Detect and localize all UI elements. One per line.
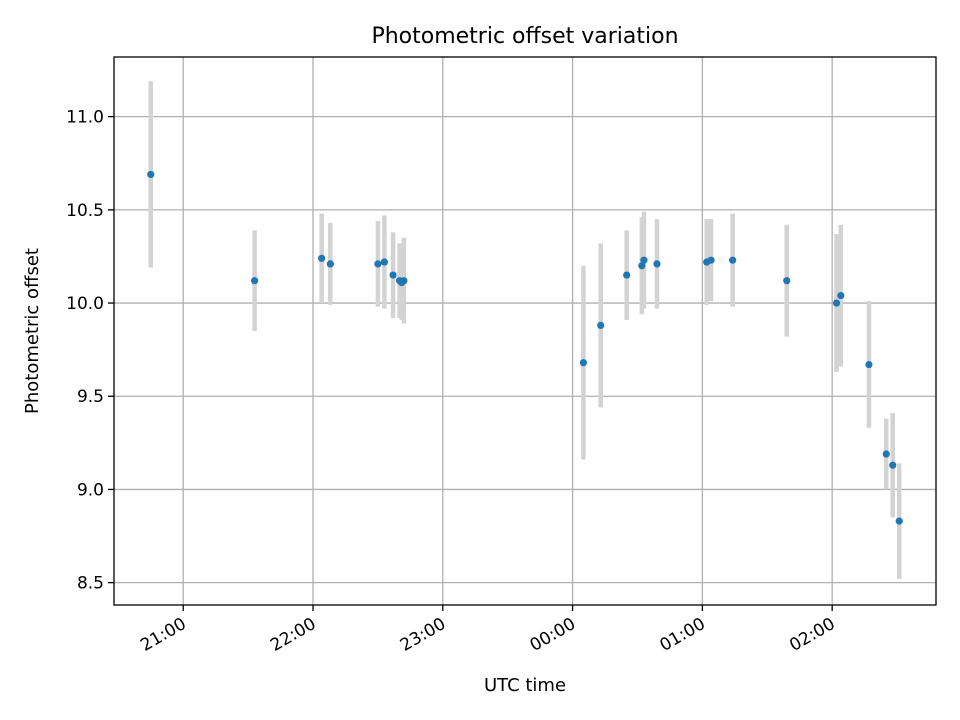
data-point (326, 260, 334, 268)
data-point (623, 271, 631, 279)
data-point (729, 256, 737, 264)
data-point (638, 262, 646, 270)
data-point (147, 170, 155, 179)
y-tick-label: 9.0 (77, 480, 104, 500)
data-point (374, 260, 382, 268)
y-tick-label: 10.0 (66, 294, 104, 314)
data-point (251, 277, 259, 285)
y-tick-label: 8.5 (77, 574, 104, 594)
data-point (832, 299, 841, 307)
y-tick-label: 9.5 (77, 387, 104, 407)
data-point (837, 291, 845, 300)
data-point (389, 271, 397, 279)
data-point (653, 260, 661, 268)
data-point (400, 277, 408, 285)
data-point (318, 254, 326, 262)
grid (114, 57, 936, 605)
data-point (640, 256, 648, 264)
y-axis-label: Photometric offset (22, 248, 43, 414)
data-point (579, 359, 588, 367)
data-point (882, 450, 890, 458)
chart-title: Photometric offset variation (371, 24, 678, 49)
y-axis-ticks: 8.5 9.0 9.5 10.0 10.5 11.0 (66, 108, 114, 594)
data-point (895, 517, 903, 525)
y-tick-label: 11.0 (66, 108, 104, 128)
data-point (380, 258, 388, 266)
plot-frame (113, 56, 937, 606)
y-tick-label: 10.5 (66, 201, 104, 221)
data-point (783, 277, 791, 285)
data-point (865, 360, 873, 369)
x-axis-label: UTC time (484, 675, 566, 696)
plot-area (114, 57, 936, 605)
data-point (707, 256, 715, 264)
data-points (147, 170, 903, 525)
data-point (889, 461, 897, 469)
data-point (597, 321, 605, 330)
